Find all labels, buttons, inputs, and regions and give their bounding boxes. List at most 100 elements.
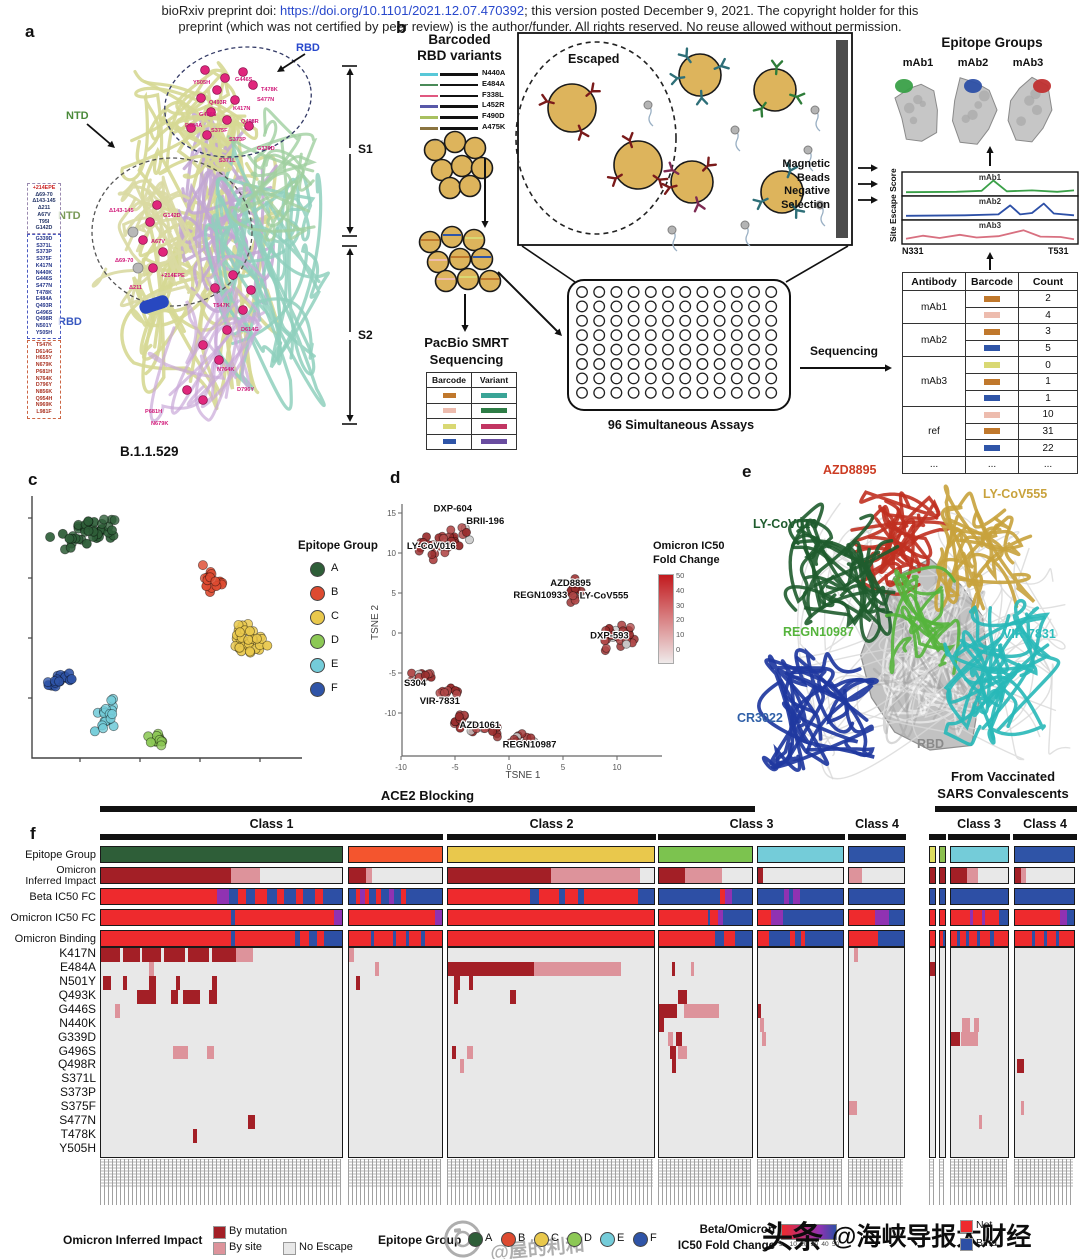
annotation-segment <box>388 889 394 904</box>
scatter-point <box>455 723 465 733</box>
preprint-line2: preprint (which was not certified by pee… <box>178 19 902 34</box>
epitope-patch <box>964 79 982 93</box>
well <box>593 386 606 399</box>
magnetic-bead-icon <box>740 220 751 247</box>
scatter-point <box>89 726 100 737</box>
well <box>593 314 606 327</box>
well <box>730 386 743 399</box>
annotation-segment <box>360 889 365 904</box>
mutation-list-item: N440K <box>35 269 53 276</box>
heatmap-cell <box>454 989 459 1004</box>
variant-label: F490D <box>482 111 505 121</box>
annotation-segment <box>267 889 277 904</box>
annotation-box <box>1014 867 1075 884</box>
mutation-heatmap-section <box>100 947 343 1158</box>
fc-tick-label: 20 <box>676 615 685 625</box>
well <box>696 314 709 327</box>
epitope-legend-label: A <box>485 1232 493 1244</box>
annotation-segment <box>408 931 421 946</box>
well <box>696 372 709 385</box>
annotation-segment <box>101 931 232 946</box>
preprint-line1: bioRxiv preprint doi: https://doi.org/10… <box>161 3 919 18</box>
watermark-toutiao-logo: 头条 <box>762 1220 823 1255</box>
annotation-segment <box>725 889 732 904</box>
annotation-segment <box>364 889 369 904</box>
annotation-segment <box>966 868 979 883</box>
well <box>730 358 743 370</box>
annotation-segment <box>735 931 752 946</box>
svg-text:5: 5 <box>392 589 397 598</box>
scatter-point <box>262 640 273 651</box>
annotation-segment <box>708 910 711 925</box>
escape-ylabel: Site Escape Score <box>888 168 898 242</box>
scatter-point <box>197 560 208 571</box>
class-bar <box>1013 834 1077 840</box>
well <box>748 358 760 370</box>
well <box>748 300 760 313</box>
well <box>713 343 726 356</box>
mutation-heatmap-section <box>447 947 655 1158</box>
scatter-point <box>509 734 519 744</box>
scatter-point <box>439 533 449 543</box>
well <box>679 343 692 356</box>
antibody-name-cell: mAb3 <box>902 356 966 408</box>
svg-text:0: 0 <box>392 629 397 638</box>
well <box>593 372 606 385</box>
well <box>765 314 778 327</box>
annotation-segment <box>942 931 945 946</box>
annotation-box <box>929 888 936 905</box>
annotation-segment <box>1015 889 1074 904</box>
annotation-segment <box>216 889 229 904</box>
annotation-box <box>100 846 343 863</box>
well <box>644 286 657 298</box>
antibody-icon <box>693 196 706 213</box>
mutation-row-label: S373P <box>59 1085 96 1100</box>
well <box>662 314 674 327</box>
annotation-segment <box>717 910 724 925</box>
barcode-swatch <box>420 83 438 87</box>
mutation-sphere <box>222 115 232 125</box>
variant-label: N440A <box>482 68 506 77</box>
fc-tick: 40 <box>821 1241 829 1248</box>
insertion-site-marker <box>139 295 169 314</box>
mutation-sphere <box>214 355 224 365</box>
mutation-heatmap-section <box>929 947 936 1158</box>
ribbon-stroke <box>120 179 183 282</box>
cell-icon <box>547 83 597 133</box>
doi-link[interactable]: https://doi.org/10.1101/2021.12.07.47039… <box>280 3 525 18</box>
mutation-sphere <box>244 121 254 131</box>
mutation-sphere <box>186 123 196 133</box>
mutation-list-item: G496S <box>35 309 53 316</box>
mutation-row-label: S375F <box>60 1099 96 1114</box>
annotation-box <box>950 930 1009 947</box>
scatter-point <box>145 737 156 748</box>
ace2-blocking-bar <box>100 806 755 812</box>
count-cell: 31 <box>1018 422 1078 441</box>
antibody-icon <box>652 174 669 189</box>
well <box>662 300 674 313</box>
annotation-segment <box>951 847 1008 862</box>
annotation-segment <box>659 868 686 883</box>
svg-text:10: 10 <box>613 763 622 772</box>
rbd-surface-icon <box>894 83 938 142</box>
heatmap-cell <box>374 961 379 976</box>
structure-mutation-label: +214EPE <box>161 273 185 279</box>
class-label: Class 4 <box>1023 817 1067 831</box>
antibody-count-table: Antibody Barcode Count mAb1 2 4 mAb2 3 5 mAb3 0 1 1 r… <box>902 272 1078 474</box>
ribbon-stroke <box>148 97 252 141</box>
barcode-cell <box>965 306 1019 325</box>
scatter-point <box>488 726 498 736</box>
barcode-swatch <box>420 73 438 76</box>
scatter-point <box>414 546 424 556</box>
annotation-segment <box>861 868 904 883</box>
antibody-point-label: LY-CoV555 <box>580 591 629 602</box>
mutation-list-item: S375F <box>36 256 52 263</box>
annotation-segment <box>714 931 725 946</box>
well <box>593 329 606 342</box>
mutation-heatmap-section <box>950 947 1009 1158</box>
mutation-list-item: T478K <box>36 289 52 296</box>
fc-gradient-vertical <box>658 574 674 664</box>
antibody-icon <box>669 72 686 86</box>
annotation-segment <box>978 868 1008 883</box>
antibody-icon <box>577 124 590 141</box>
